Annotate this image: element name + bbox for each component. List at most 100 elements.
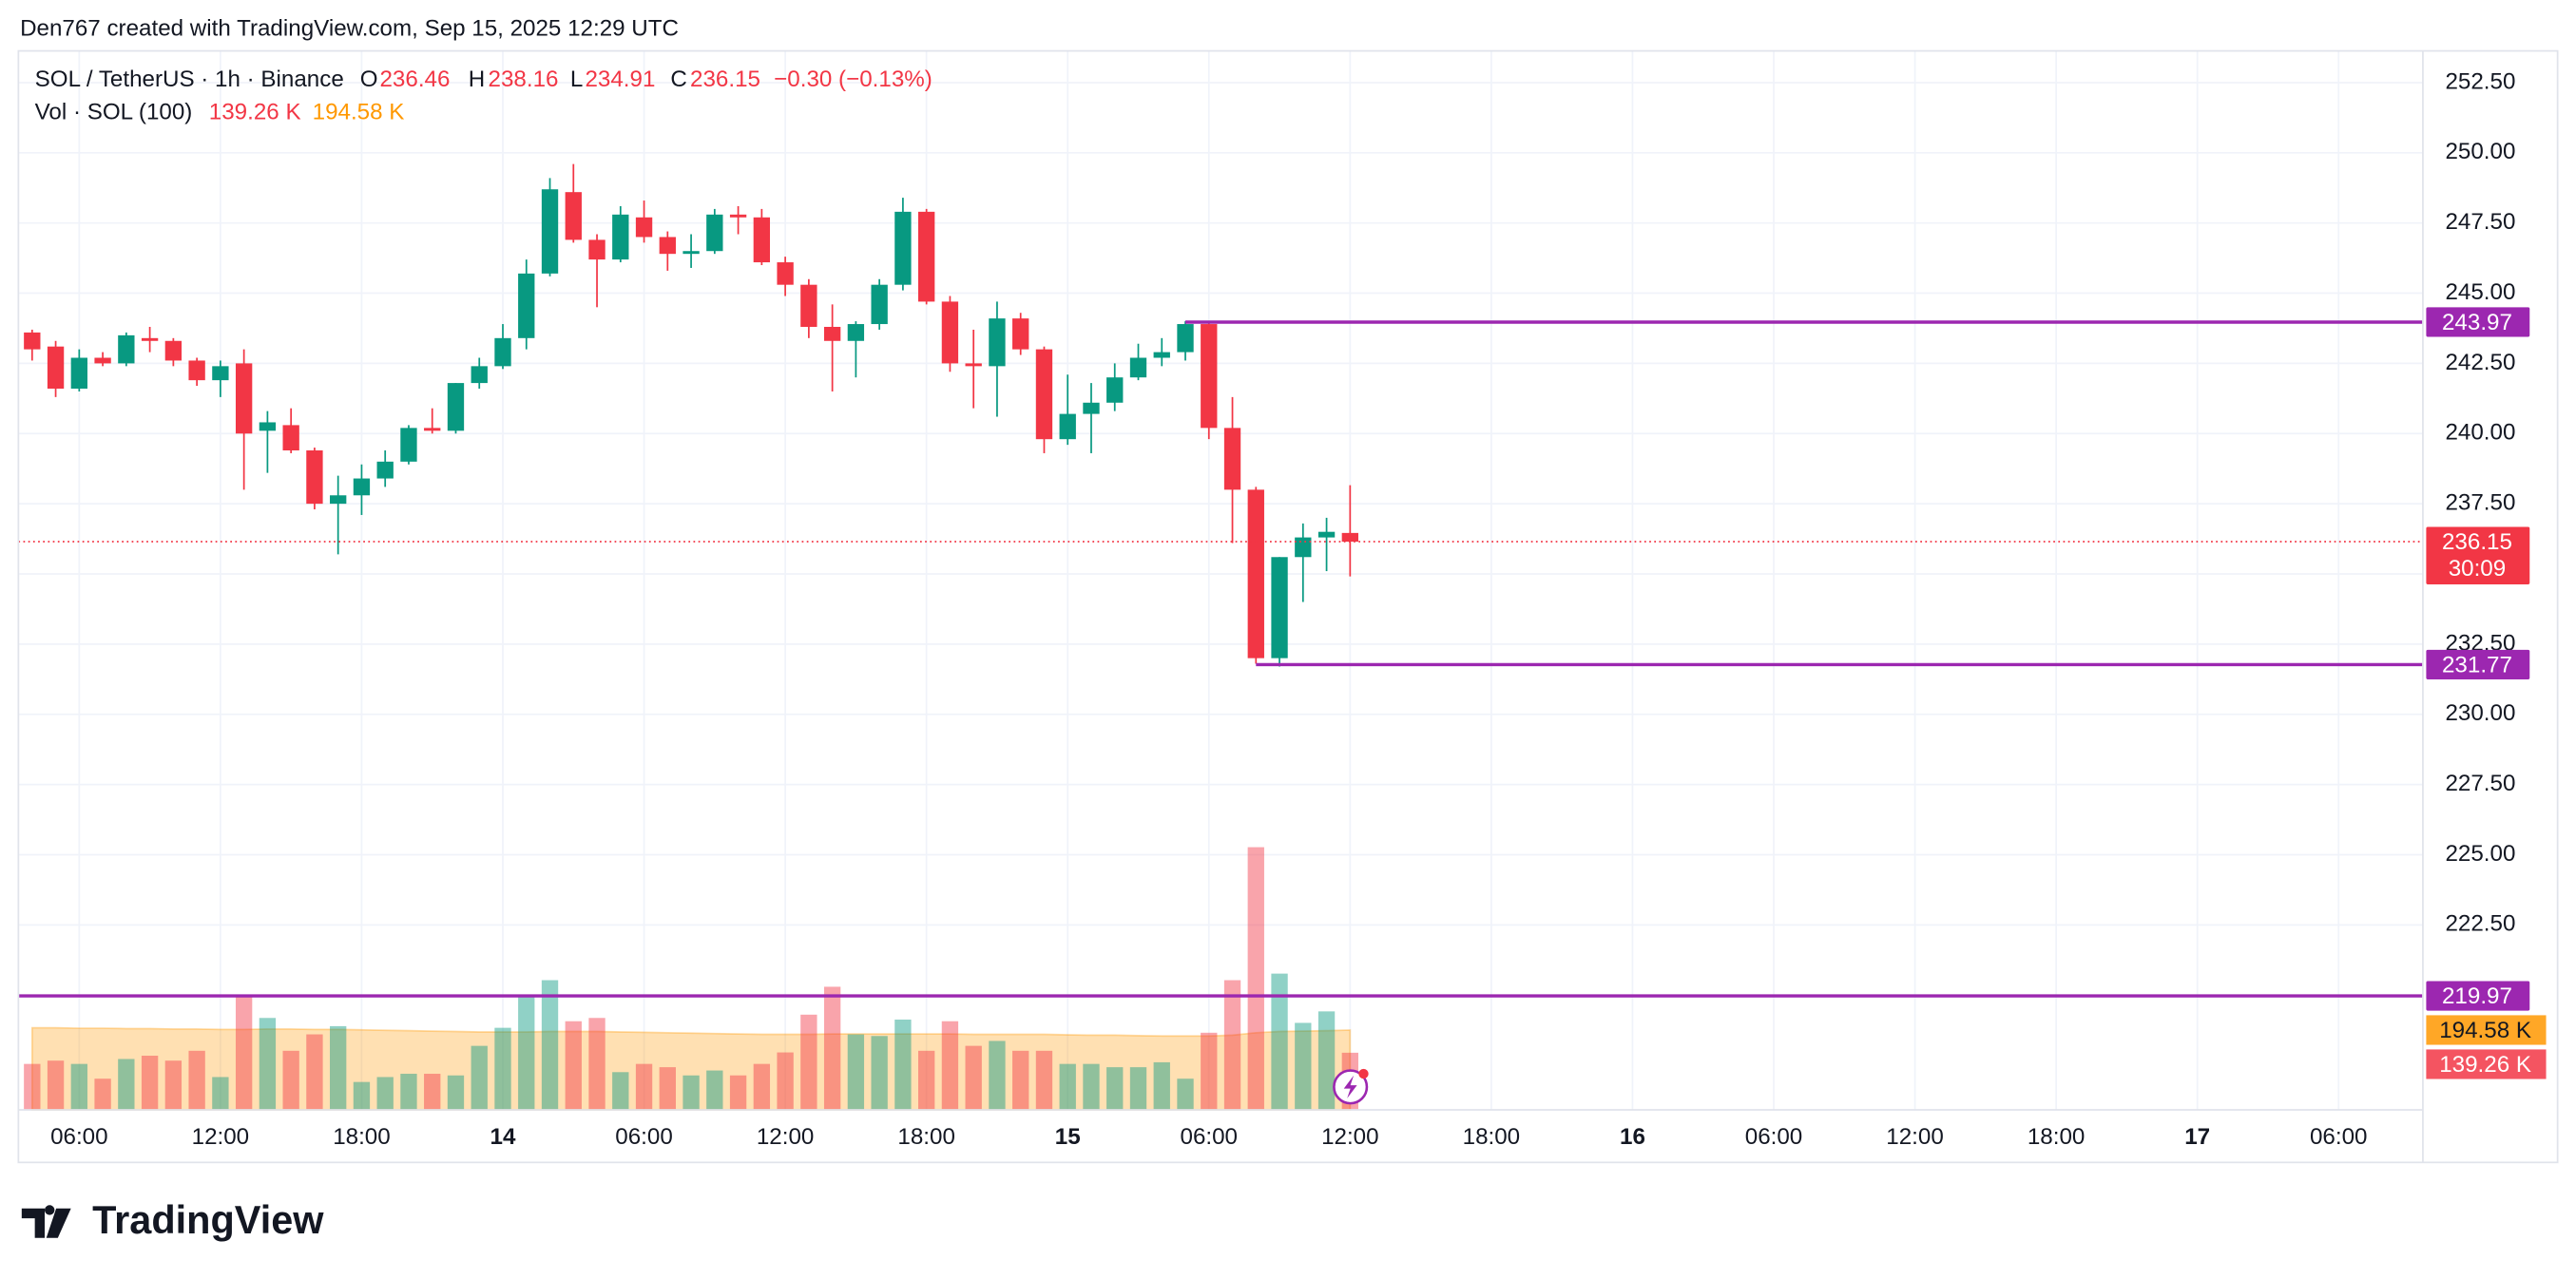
volume-bar <box>1271 973 1288 1111</box>
last-price-tag <box>2426 526 2530 584</box>
y-tick-label: 247.50 <box>2445 209 2515 235</box>
candle-body <box>353 478 371 496</box>
volume-bar <box>823 986 841 1111</box>
volume-bar <box>212 1077 229 1111</box>
x-tick-label: 06:00 <box>1181 1124 1239 1150</box>
volume-ma-area <box>30 1026 1352 1111</box>
volume-bar <box>400 1074 417 1111</box>
candle-body <box>635 217 653 238</box>
candle-body <box>1035 349 1053 440</box>
volume-bar <box>1129 1067 1147 1111</box>
x-tick-label: 12:00 <box>1886 1124 1944 1150</box>
x-tick-label: 14 <box>490 1124 516 1150</box>
level-tag-label: 231.77 <box>2442 653 2512 678</box>
volume-bar <box>94 1079 111 1111</box>
volume-tag-label: 139.26 K <box>2439 1052 2531 1078</box>
x-tick-label: 18:00 <box>333 1124 391 1150</box>
attribution: Den767 created with TradingView.com, Sep… <box>20 15 679 41</box>
chart-title: SOL / TetherUS · 1h · Binance <box>35 67 344 92</box>
candle-body <box>871 284 888 325</box>
volume-ma-tag-label: 194.58 K <box>2439 1018 2531 1043</box>
volume-legend-value: 139.26 K <box>209 100 301 125</box>
volume-bar <box>989 1040 1006 1111</box>
candle-body <box>588 239 606 260</box>
volume-bar <box>1295 1022 1312 1111</box>
candle-body <box>1177 324 1194 353</box>
volume-pane <box>24 847 1359 1111</box>
volume-bar <box>447 1075 465 1111</box>
candle-body <box>1153 352 1170 358</box>
volume-bar <box>847 1034 865 1111</box>
volume-bar <box>1035 1050 1053 1111</box>
logo-text: TradingView <box>92 1197 324 1242</box>
candle-body <box>1317 531 1336 538</box>
candle-body <box>1295 537 1312 558</box>
ohlc-key: O <box>360 67 378 92</box>
y-tick-label: 252.50 <box>2445 68 2515 94</box>
candle-body <box>941 301 959 364</box>
candle-body <box>118 334 135 364</box>
volume-bar <box>541 980 559 1111</box>
volume-bar <box>871 1036 888 1111</box>
volume-bar <box>682 1075 700 1111</box>
volume-bar <box>612 1072 629 1111</box>
volume-tag <box>2426 1049 2547 1079</box>
candle-body <box>164 340 183 361</box>
candle-body <box>659 237 676 255</box>
volume-bar <box>118 1059 135 1111</box>
volume-bar <box>941 1021 959 1111</box>
candle-body <box>682 251 700 255</box>
alert-dot <box>1358 1068 1369 1079</box>
volume-bar <box>70 1063 87 1111</box>
volume-bar <box>918 1050 935 1111</box>
x-tick-label: 15 <box>1055 1124 1081 1150</box>
candle-body <box>70 357 87 389</box>
volume-bar <box>777 1052 794 1111</box>
ohlc-key: L <box>570 67 583 92</box>
candle-body <box>400 428 417 462</box>
candle-body <box>823 326 841 341</box>
y-tick-label: 227.50 <box>2445 771 2515 796</box>
grid <box>18 50 2423 1111</box>
level-tag-label: 219.97 <box>2442 983 2512 1009</box>
volume-bar <box>424 1074 441 1111</box>
volume-bar <box>141 1056 159 1111</box>
countdown-label: 30:09 <box>2449 556 2507 582</box>
volume-bar <box>235 995 253 1111</box>
x-tick-label: 12:00 <box>1321 1124 1378 1150</box>
volume-bar <box>965 1045 982 1111</box>
candle-body <box>1129 357 1147 378</box>
volume-bar <box>330 1025 347 1111</box>
volume-bar <box>659 1067 676 1111</box>
volume-bar <box>471 1045 488 1111</box>
y-tick-label: 225.00 <box>2445 841 2515 867</box>
y-tick-label: 242.50 <box>2445 350 2515 375</box>
x-tick-label: 16 <box>1620 1124 1645 1150</box>
candle-body <box>753 217 771 263</box>
level-tag <box>2426 649 2530 679</box>
candle-body <box>1201 324 1218 429</box>
volume-bar <box>894 1019 912 1111</box>
alert-icon <box>1333 1068 1369 1105</box>
candle-body <box>188 360 205 381</box>
volume-bar <box>1083 1063 1100 1111</box>
volume-bar <box>565 1021 582 1111</box>
volume-bar <box>1012 1050 1029 1111</box>
tradingview-logo: TradingView <box>21 1197 324 1242</box>
y-tick-label: 250.00 <box>2445 139 2515 164</box>
candle-body <box>1271 557 1288 659</box>
candle-body <box>494 337 511 367</box>
level-tag <box>2426 981 2530 1011</box>
y-tick-label: 222.50 <box>2445 911 2515 937</box>
candle-body <box>306 450 323 505</box>
candle-body <box>518 273 535 338</box>
x-tick-label: 18:00 <box>1463 1124 1521 1150</box>
volume-bar <box>259 1018 277 1111</box>
volume-title: Vol · SOL (100) <box>35 100 193 125</box>
x-tick-label: 06:00 <box>50 1124 108 1150</box>
candle-body <box>565 192 582 240</box>
x-tick-label: 06:00 <box>615 1124 673 1150</box>
volume-bar <box>729 1075 747 1111</box>
level-tag-label: 243.97 <box>2442 310 2512 335</box>
candle-body <box>376 461 394 479</box>
